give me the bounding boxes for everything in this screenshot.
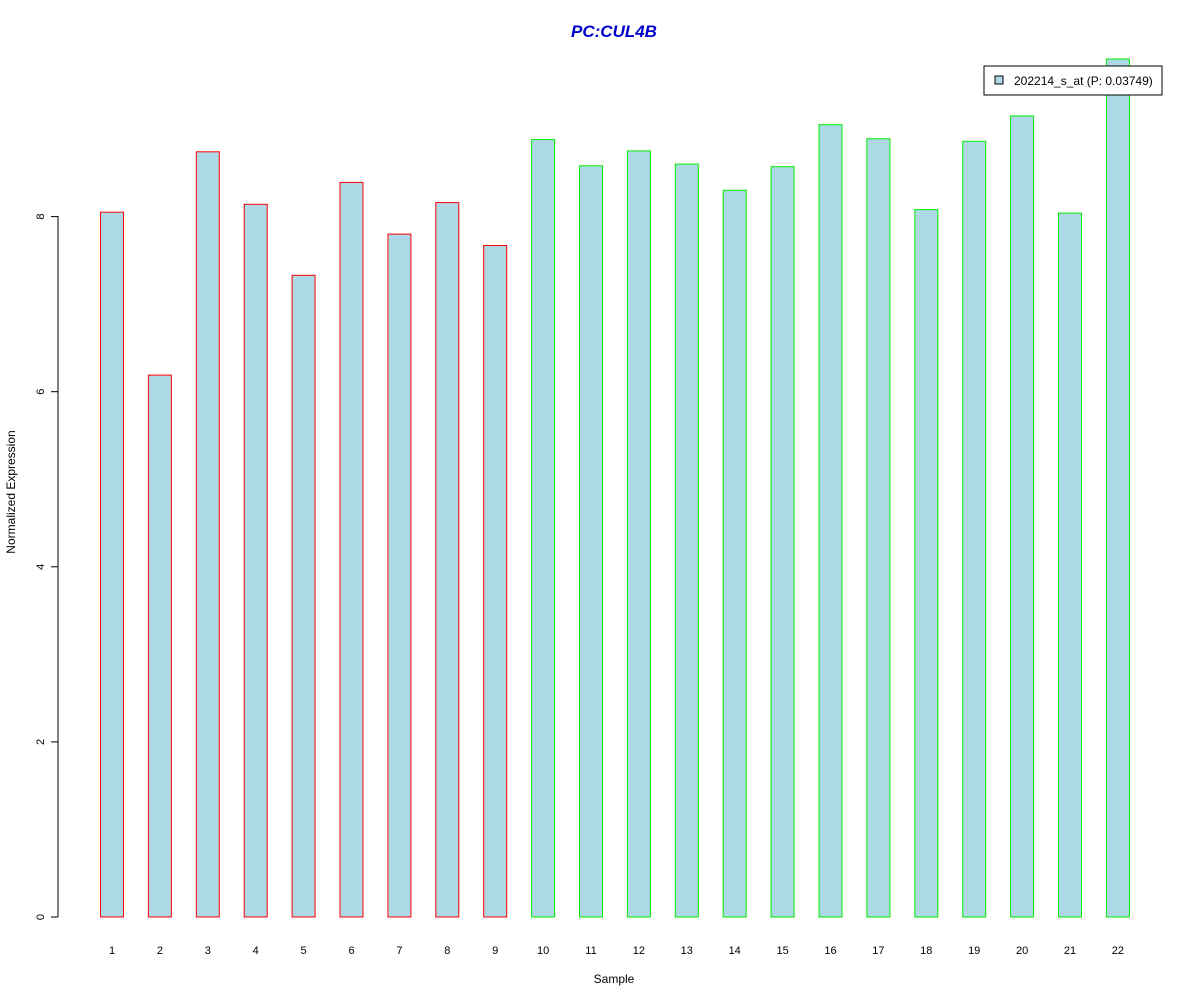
bar: [1058, 212, 1082, 918]
y-axis-title: Normalized Expression: [4, 430, 18, 553]
bar: [962, 140, 987, 918]
x-tick-label: 3: [205, 945, 211, 957]
bars-group: [100, 58, 1130, 918]
bar: [100, 211, 124, 918]
x-tick-label: 21: [1064, 945, 1076, 957]
x-tick-label: 17: [872, 945, 884, 957]
x-tick-label: 13: [681, 945, 693, 957]
x-axis-title: Sample: [594, 972, 635, 986]
x-tick-label: 14: [729, 945, 741, 957]
x-tick-label: 15: [776, 945, 788, 957]
x-tick-label: 7: [396, 945, 402, 957]
bar: [914, 209, 939, 918]
bar: [339, 181, 364, 918]
y-tick-label: 2: [35, 739, 47, 745]
bar: [722, 189, 747, 918]
x-tick-label: 12: [633, 945, 645, 957]
bar: [195, 151, 220, 918]
x-tick-label: 6: [348, 945, 354, 957]
x-tick-label: 8: [444, 945, 450, 957]
x-tick-label: 4: [253, 945, 259, 957]
x-tick-label: 5: [301, 945, 307, 957]
bar: [770, 166, 795, 918]
bar: [291, 274, 316, 918]
legend-box: [983, 65, 1163, 96]
bar: [243, 203, 268, 918]
bar: [818, 124, 843, 918]
x-tick-label: 16: [824, 945, 836, 957]
x-tick-label: 1: [109, 945, 115, 957]
bar: [147, 374, 172, 918]
bar: [626, 150, 651, 918]
legend: 202214_s_at (P: 0.03749): [983, 65, 1163, 96]
legend-label: 202214_s_at (P: 0.03749): [1014, 74, 1153, 88]
y-tick-label: 6: [35, 389, 47, 395]
x-tick-label: 11: [585, 945, 596, 957]
x-tick-label: 9: [492, 945, 498, 957]
bar: [674, 163, 699, 918]
y-tick-label: 0: [35, 914, 47, 920]
y-tick-label: 4: [35, 564, 47, 570]
x-tick-label: 18: [920, 945, 932, 957]
bar: [579, 165, 603, 918]
y-axis: 0 2 4 6 8: [35, 214, 59, 920]
x-tick-label: 10: [537, 945, 549, 957]
x-tick-label: 2: [157, 945, 163, 957]
bar: [1105, 58, 1130, 918]
chart-title: PC:CUL4B: [571, 22, 657, 41]
bar: [1010, 115, 1035, 918]
x-tick-label: 22: [1112, 945, 1124, 957]
x-tick-label: 19: [968, 945, 980, 957]
y-tick-label: 8: [35, 214, 47, 220]
legend-swatch: [994, 75, 1004, 85]
bar: [531, 139, 556, 918]
bar: [387, 233, 412, 918]
bar: [866, 138, 891, 918]
bar: [435, 202, 460, 918]
x-tick-labels: 1 2 3 4 5 6 7 8 9 10 11 12 13 14 15 16 17 18 19 20 21 22: [109, 945, 1124, 957]
x-tick-label: 20: [1016, 945, 1028, 957]
bar: [483, 245, 508, 918]
